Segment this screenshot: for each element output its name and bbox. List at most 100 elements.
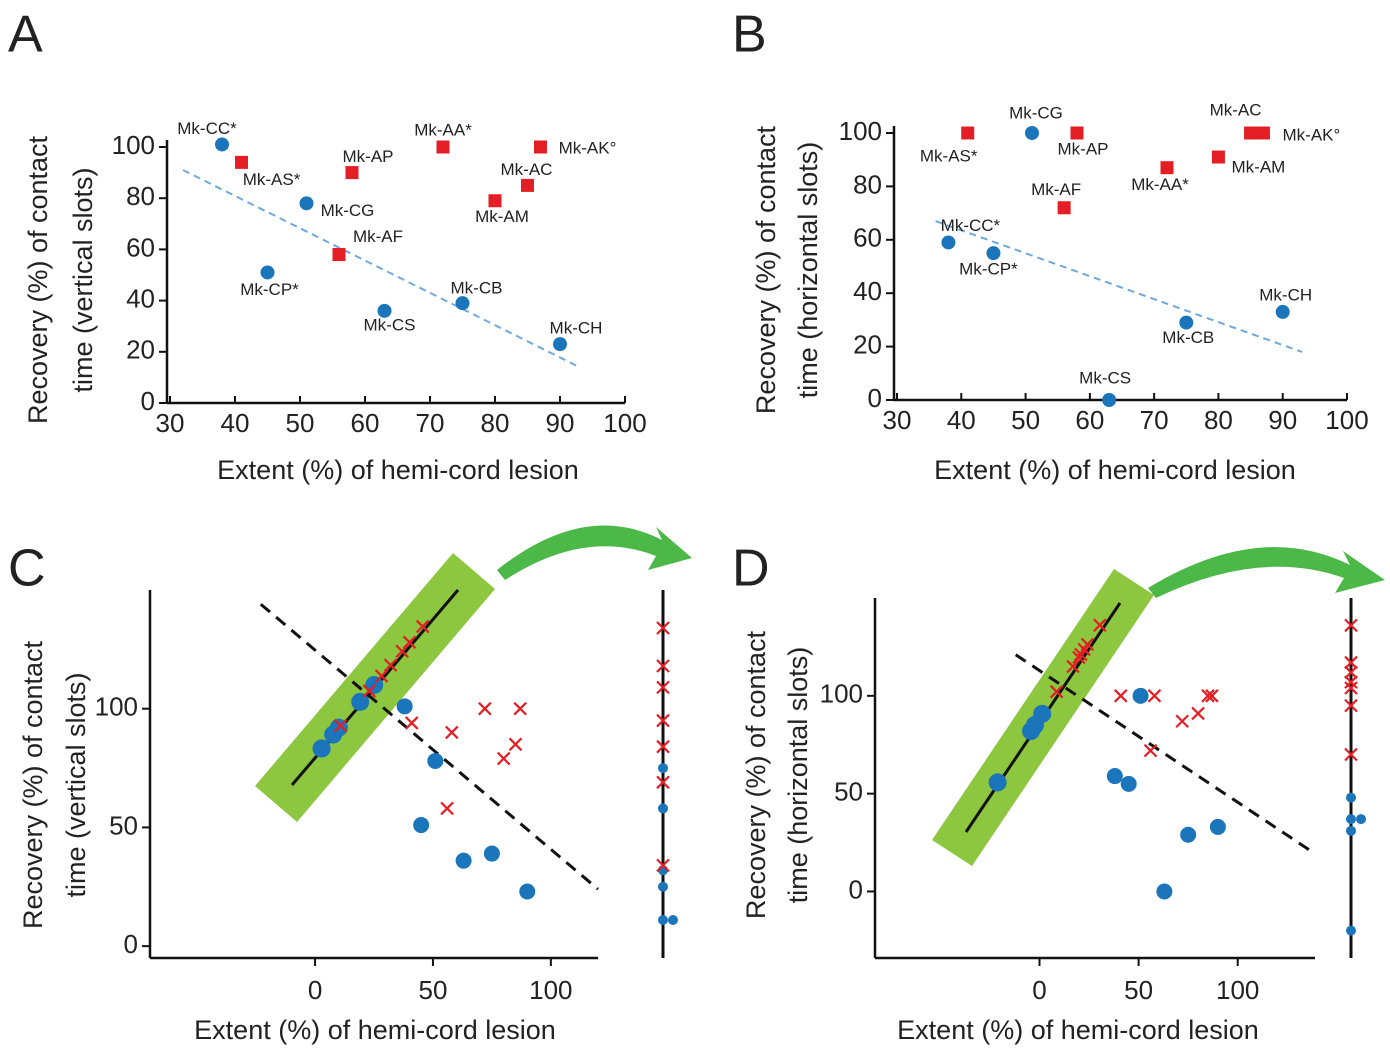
- data-point: [1191, 706, 1205, 721]
- data-point: [396, 698, 413, 715]
- data-point: [377, 303, 392, 318]
- data-point: [1070, 126, 1084, 140]
- projected-point: [1344, 655, 1358, 670]
- projected-point: [1093, 618, 1107, 632]
- projected-point: [658, 881, 668, 892]
- y-axis-title: time (horizontal slots): [783, 647, 813, 904]
- x-tick-label: 0: [308, 975, 322, 1005]
- y-axis-title: time (vertical slots): [68, 167, 98, 392]
- x-tick-label: 60: [1075, 405, 1104, 435]
- y-axis-title: Recovery (%) of contact: [18, 640, 48, 929]
- y-tick-label: 0: [141, 386, 155, 416]
- projected-point: [656, 659, 670, 673]
- x-tick-label: 80: [481, 408, 510, 438]
- data-point: [260, 265, 275, 280]
- data-point: [1205, 689, 1219, 703]
- data-point: [1201, 689, 1215, 703]
- point-label: Mk-CB: [1162, 328, 1214, 347]
- x-tick-label: 50: [418, 975, 447, 1005]
- data-point: [1175, 714, 1189, 729]
- data-point: [1132, 687, 1149, 704]
- x-tick-label: 50: [1124, 975, 1153, 1005]
- x-tick-label: 80: [1204, 405, 1233, 435]
- data-point: [496, 751, 511, 766]
- x-tick-label: 70: [1140, 405, 1169, 435]
- data-point: [1209, 818, 1226, 835]
- projected-point: [1346, 925, 1356, 936]
- projected-point: [1049, 684, 1064, 699]
- data-point: [1113, 689, 1128, 703]
- data-point: [404, 716, 419, 730]
- data-point: [1211, 150, 1225, 164]
- data-point: [961, 126, 975, 140]
- x-axis-title: Extent (%) of hemi-cord lesion: [934, 455, 1296, 485]
- projected-point: [362, 684, 377, 698]
- y-tick-label: 0: [868, 383, 882, 413]
- data-point: [483, 845, 500, 862]
- data-point: [332, 248, 346, 262]
- data-point: [1106, 768, 1123, 785]
- x-tick-label: 100: [1325, 405, 1368, 435]
- projected-point: [383, 658, 398, 672]
- y-tick-label: 40: [853, 276, 882, 306]
- panel-letter: D: [732, 540, 770, 598]
- point-label: Mk-CP*: [240, 280, 299, 299]
- point-label: Mk-AA*: [414, 120, 472, 139]
- projected-point: [1066, 659, 1080, 674]
- data-point: [445, 725, 459, 740]
- projected-point: [1072, 650, 1086, 665]
- data-point: [436, 140, 450, 154]
- x-tick-label: 50: [286, 408, 315, 438]
- data-point: [519, 883, 536, 900]
- panel-letter: C: [8, 540, 46, 598]
- data-point: [521, 178, 534, 192]
- y-tick-label: 100: [112, 130, 155, 160]
- point-label: Mk-CS: [1079, 368, 1131, 387]
- data-point: [1179, 315, 1194, 330]
- y-tick-label: 60: [853, 223, 882, 253]
- y-tick-label: 80: [853, 169, 882, 199]
- y-axis-title: Recovery (%) of contact: [23, 135, 53, 424]
- point-label: Mk-CC*: [941, 216, 1001, 235]
- x-axis-title: Extent (%) of hemi-cord lesion: [217, 455, 579, 485]
- data-point: [1057, 201, 1071, 215]
- data-point: [488, 194, 502, 208]
- data-point: [455, 296, 470, 311]
- trend-line: [935, 220, 1303, 353]
- trend-line: [259, 603, 599, 891]
- projected-point: [351, 692, 370, 711]
- data-point: [1120, 775, 1137, 792]
- projected-point: [1346, 792, 1356, 803]
- data-point: [1275, 304, 1290, 319]
- point-label: Mk-AA*: [1131, 175, 1189, 194]
- y-tick-label: 50: [109, 810, 138, 840]
- point-label: Mk-AS*: [243, 170, 301, 189]
- projected-point: [1344, 618, 1358, 633]
- projected-point: [1346, 825, 1356, 836]
- x-tick-label: 70: [416, 408, 445, 438]
- y-tick-label: 40: [126, 283, 155, 313]
- data-point: [478, 701, 492, 716]
- arrow: [1148, 547, 1385, 598]
- point-label: Mk-AC: [501, 160, 553, 179]
- x-tick-label: 90: [1268, 405, 1297, 435]
- projected-point: [395, 644, 409, 659]
- x-tick-label: 30: [883, 405, 912, 435]
- data-point: [427, 752, 444, 769]
- point-label: Mk-CH: [1259, 285, 1312, 304]
- data-point: [413, 817, 430, 834]
- projected-point: [658, 915, 668, 926]
- projected-point: [668, 915, 678, 926]
- point-label: Mk-CH: [550, 319, 603, 338]
- y-axis-title: Recovery (%) of contact: [751, 125, 781, 414]
- x-tick-label: 90: [546, 408, 575, 438]
- point-label: Mk-CG: [1009, 103, 1063, 122]
- x-tick-label: 100: [603, 408, 646, 438]
- projected-point: [988, 773, 1007, 792]
- x-tick-label: 100: [1216, 975, 1259, 1005]
- data-point: [1143, 743, 1158, 758]
- data-point: [455, 852, 472, 869]
- point-label: Mk-AM: [1232, 158, 1286, 177]
- projected-point: [1344, 681, 1358, 695]
- data-point: [1102, 393, 1117, 407]
